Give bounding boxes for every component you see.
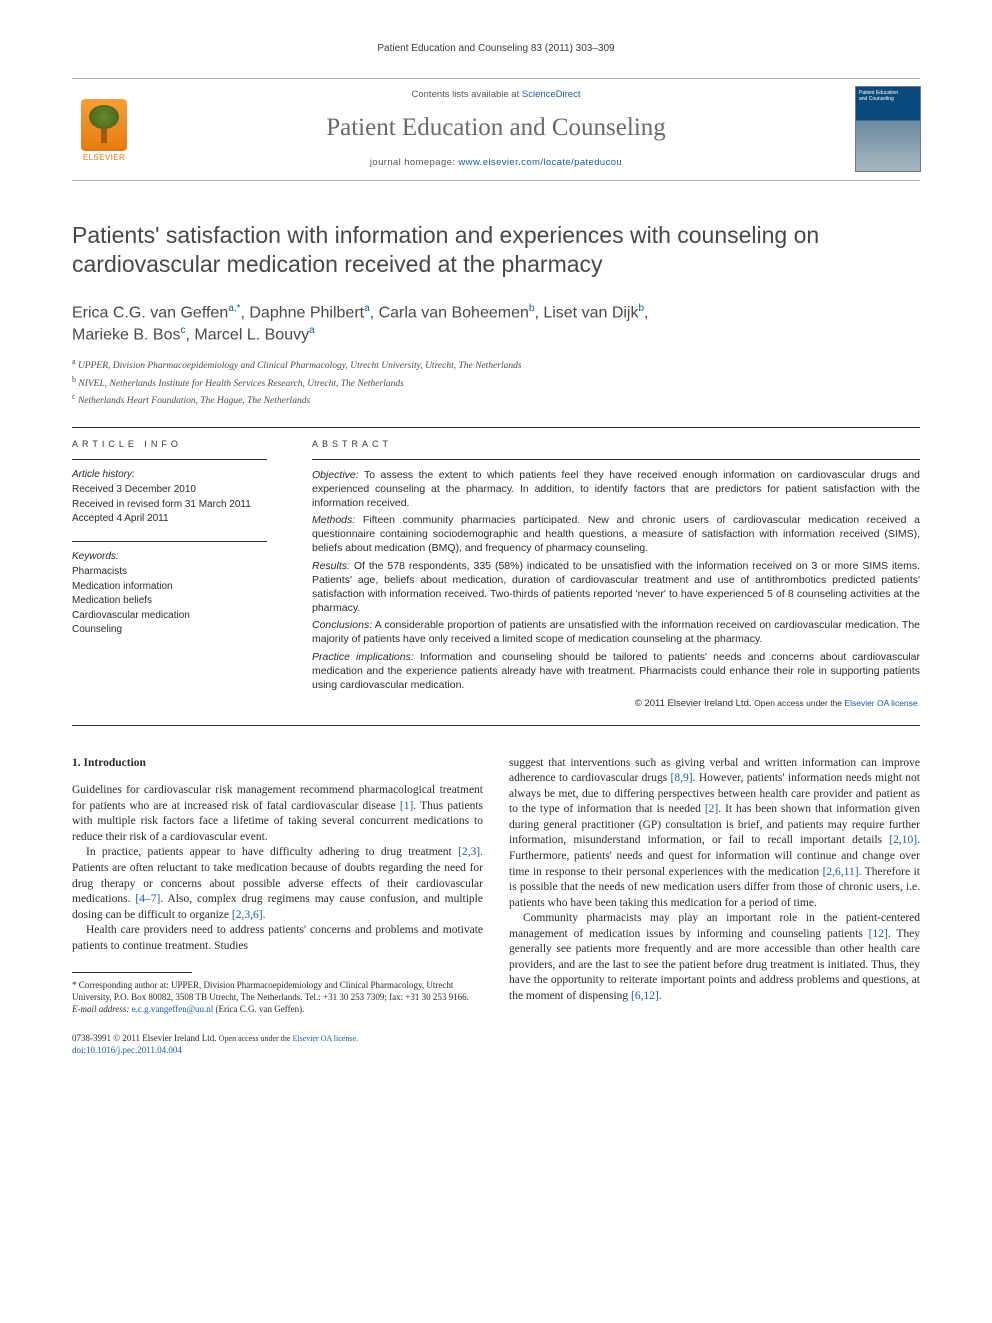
- body-two-column: 1. Introduction Guidelines for cardiovas…: [72, 756, 920, 1057]
- intro-p1: Guidelines for cardiovascular risk manag…: [72, 783, 483, 845]
- publisher-name: ELSEVIER: [83, 153, 125, 164]
- affiliations: a UPPER, Division Pharmacoepidemiology a…: [72, 356, 920, 410]
- ref-2-6-11[interactable]: [2,6,11]: [823, 866, 859, 878]
- abstract-conclusions: Conclusions: A considerable proportion o…: [312, 618, 920, 646]
- email-who: (Erica C.G. van Geffen).: [213, 1004, 304, 1014]
- running-head: Patient Education and Counseling 83 (201…: [72, 42, 920, 56]
- article-info-head: ARTICLE INFO: [72, 438, 294, 450]
- article-history: Article history: Received 3 December 201…: [72, 468, 294, 527]
- author-4: Liset van Dijk: [543, 304, 638, 321]
- affil-link-a[interactable]: a,: [228, 303, 236, 314]
- cover-line2: and Counseling: [859, 96, 917, 103]
- affil-link-c[interactable]: c: [180, 325, 185, 336]
- affil-link-b2[interactable]: b: [638, 303, 644, 314]
- homepage-prefix: journal homepage:: [370, 157, 459, 168]
- intro-p3: Health care providers need to address pa…: [72, 923, 483, 954]
- ref-2[interactable]: [2]: [705, 803, 718, 815]
- sciencedirect-link[interactable]: ScienceDirect: [522, 89, 581, 100]
- section-1-heading: 1. Introduction: [72, 756, 483, 772]
- open-access-text: Open access under the: [754, 698, 844, 708]
- keyword-2: Medication information: [72, 580, 294, 595]
- affil-link-a2[interactable]: a: [364, 303, 370, 314]
- history-line-2: Received in revised form 31 March 2011: [72, 498, 294, 513]
- corresponding-author: * Corresponding author at: UPPER, Divisi…: [72, 979, 483, 1003]
- abstract-results: Results: Of the 578 respondents, 335 (58…: [312, 559, 920, 616]
- footnotes: * Corresponding author at: UPPER, Divisi…: [72, 979, 483, 1015]
- abstract-objective: Objective: To assess the extent to which…: [312, 468, 920, 511]
- homepage-link[interactable]: www.elsevier.com/locate/pateducou: [458, 157, 622, 168]
- keyword-3: Medication beliefs: [72, 594, 294, 609]
- copyright-prefix: © 2011 Elsevier Ireland Ltd.: [635, 698, 754, 709]
- footer-oa-link[interactable]: Elsevier OA license.: [292, 1034, 358, 1043]
- ref-8-9[interactable]: [8,9]: [671, 772, 693, 784]
- corresponding-email: E-mail address: e.c.g.vangeffen@uu.nl (E…: [72, 1003, 483, 1015]
- history-line-3: Accepted 4 April 2011: [72, 512, 294, 527]
- history-line-1: Received 3 December 2010: [72, 483, 294, 498]
- affiliation-b: NIVEL, Netherlands Institute for Health …: [78, 379, 403, 389]
- footnote-rule: [72, 972, 192, 973]
- journal-cover: Patient Education and Counseling: [850, 85, 920, 174]
- cover-thumbnail-icon: Patient Education and Counseling: [856, 87, 920, 171]
- email-link[interactable]: e.c.g.vangeffen@uu.nl: [132, 1004, 214, 1014]
- email-label: E-mail address:: [72, 1004, 132, 1014]
- issn-copyright: 0738-3991 © 2011 Elsevier Ireland Ltd.: [72, 1033, 219, 1043]
- oa-license-link[interactable]: Elsevier OA license.: [844, 698, 920, 708]
- body-column-left: 1. Introduction Guidelines for cardiovas…: [72, 756, 483, 1057]
- body-column-right: suggest that interventions such as givin…: [509, 756, 920, 1057]
- info-abstract-block: ARTICLE INFO Article history: Received 3…: [72, 427, 920, 726]
- keywords-block: Keywords: Pharmacists Medication informa…: [72, 550, 294, 638]
- ref-6-12[interactable]: [6,12]: [631, 990, 659, 1002]
- article-title: Patients' satisfaction with information …: [72, 221, 920, 280]
- abstract-methods: Methods: Fifteen community pharmacies pa…: [312, 513, 920, 556]
- ref-12[interactable]: [12]: [869, 928, 888, 940]
- author-list: Erica C.G. van Geffena,*, Daphne Philber…: [72, 302, 920, 346]
- ref-2-10[interactable]: [2,10]: [889, 834, 917, 846]
- footer-open-text: Open access under the: [219, 1034, 293, 1043]
- intro-p5: Community pharmacists may play an import…: [509, 911, 920, 1004]
- keywords-label: Keywords:: [72, 550, 294, 564]
- doi-link[interactable]: doi:10.1016/j.pec.2011.04.004: [72, 1045, 182, 1055]
- contents-available: Contents lists available at ScienceDirec…: [150, 89, 842, 102]
- keyword-4: Cardiovascular medication: [72, 609, 294, 624]
- keyword-5: Counseling: [72, 623, 294, 638]
- ref-4-7[interactable]: [4–7]: [135, 893, 160, 905]
- abstract-practice: Practice implications: Information and c…: [312, 650, 920, 693]
- author-1: Erica C.G. van Geffen: [72, 304, 228, 321]
- abstract-copyright: © 2011 Elsevier Ireland Ltd. Open access…: [312, 698, 920, 711]
- abstract-head: ABSTRACT: [312, 438, 920, 450]
- journal-title: Patient Education and Counseling: [150, 111, 842, 145]
- affiliation-c: Netherlands Heart Foundation, The Hague,…: [78, 397, 310, 407]
- affil-link-a3[interactable]: a: [309, 325, 315, 336]
- ref-2-3-6[interactable]: [2,3,6]: [232, 909, 263, 921]
- intro-p2: In practice, patients appear to have dif…: [72, 845, 483, 923]
- contents-prefix: Contents lists available at: [412, 89, 522, 100]
- journal-homepage: journal homepage: www.elsevier.com/locat…: [150, 157, 842, 170]
- author-2: Daphne Philbert: [249, 304, 364, 321]
- author-5: Marieke B. Bos: [72, 326, 180, 343]
- ref-1[interactable]: [1]: [400, 800, 413, 812]
- author-3: Carla van Boheemen: [379, 304, 529, 321]
- keyword-1: Pharmacists: [72, 565, 294, 580]
- abstract-column: ABSTRACT Objective: To assess the extent…: [312, 428, 920, 725]
- ref-2-3[interactable]: [2,3]: [458, 846, 480, 858]
- footer-issn-doi: 0738-3991 © 2011 Elsevier Ireland Ltd. O…: [72, 1032, 483, 1057]
- intro-p4: suggest that interventions such as givin…: [509, 756, 920, 911]
- elsevier-tree-icon: [81, 99, 127, 151]
- affiliation-a: UPPER, Division Pharmacoepidemiology and…: [78, 361, 522, 371]
- history-label: Article history:: [72, 468, 294, 482]
- cover-line1: Patient Education: [859, 90, 917, 97]
- journal-masthead: ELSEVIER Contents lists available at Sci…: [72, 78, 920, 181]
- publisher-logo: ELSEVIER: [72, 85, 142, 174]
- article-info-column: ARTICLE INFO Article history: Received 3…: [72, 428, 312, 725]
- author-6: Marcel L. Bouvy: [194, 326, 309, 343]
- affil-link-b[interactable]: b: [529, 303, 535, 314]
- corr-star-link[interactable]: *: [237, 303, 241, 314]
